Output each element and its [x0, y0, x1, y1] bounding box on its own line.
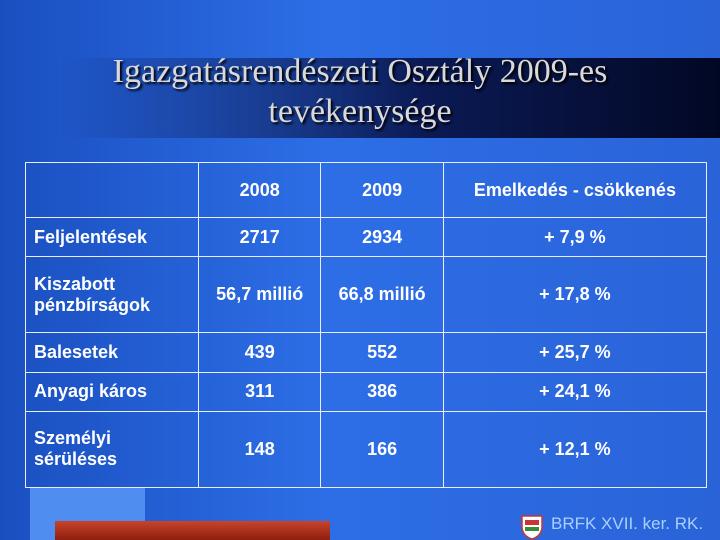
row-label: Személyi sérüléses [25, 410, 199, 489]
row-label: Anyagi káros [25, 371, 199, 412]
column-header: 2009 [320, 162, 444, 218]
table-cell: + 12,1 % [442, 410, 708, 489]
row-label: Feljelentések [25, 216, 199, 258]
column-header [25, 162, 199, 218]
table-cell: + 17,8 % [442, 256, 708, 334]
row-label: Balesetek [25, 332, 199, 373]
table-cell: 148 [197, 410, 322, 489]
table-cell: 166 [320, 410, 444, 489]
table-cell: 311 [197, 371, 322, 412]
table-row: Feljelentések 2717 2934 + 7,9 % [25, 216, 708, 258]
table-cell: 386 [320, 371, 444, 412]
column-header: Emelkedés - csökkenés [442, 162, 708, 218]
table-cell: + 7,9 % [442, 216, 708, 258]
table-cell: + 24,1 % [442, 371, 708, 412]
table-cell: 552 [320, 332, 444, 373]
decor-red-bar [55, 521, 330, 540]
footer-text: BRFK XVII. ker. RK. [551, 514, 704, 533]
table-row: Anyagi káros 311 386 + 24,1 % [25, 371, 708, 412]
table-cell: 56,7 millió [197, 256, 322, 334]
title: Igazgatásrendészeti Osztály 2009-es tevé… [112, 53, 608, 130]
column-header: 2008 [197, 162, 322, 218]
table-cell: 2717 [197, 216, 322, 258]
header-row: 2008 2009 Emelkedés - csökkenés [25, 162, 708, 218]
table-row: Személyi sérüléses 148 166 + 12,1 % [25, 410, 708, 489]
table-row: Kiszabott pénzbírságok 56,7 millió 66,8 mi… [25, 256, 708, 334]
table-cell: + 25,7 % [442, 332, 708, 373]
logo [521, 515, 543, 540]
table-cell: 66,8 millió [320, 256, 444, 334]
title-band [60, 58, 720, 138]
table-cell: 2934 [320, 216, 444, 258]
data-table: 2008 2009 Emelkedés - csökkenés Feljelentés… [25, 162, 708, 489]
table-cell: 439 [197, 332, 322, 373]
row-label: Kiszabott pénzbírságok [25, 256, 199, 334]
table-row: Balesetek 439 552 + 25,7 % [25, 332, 708, 373]
